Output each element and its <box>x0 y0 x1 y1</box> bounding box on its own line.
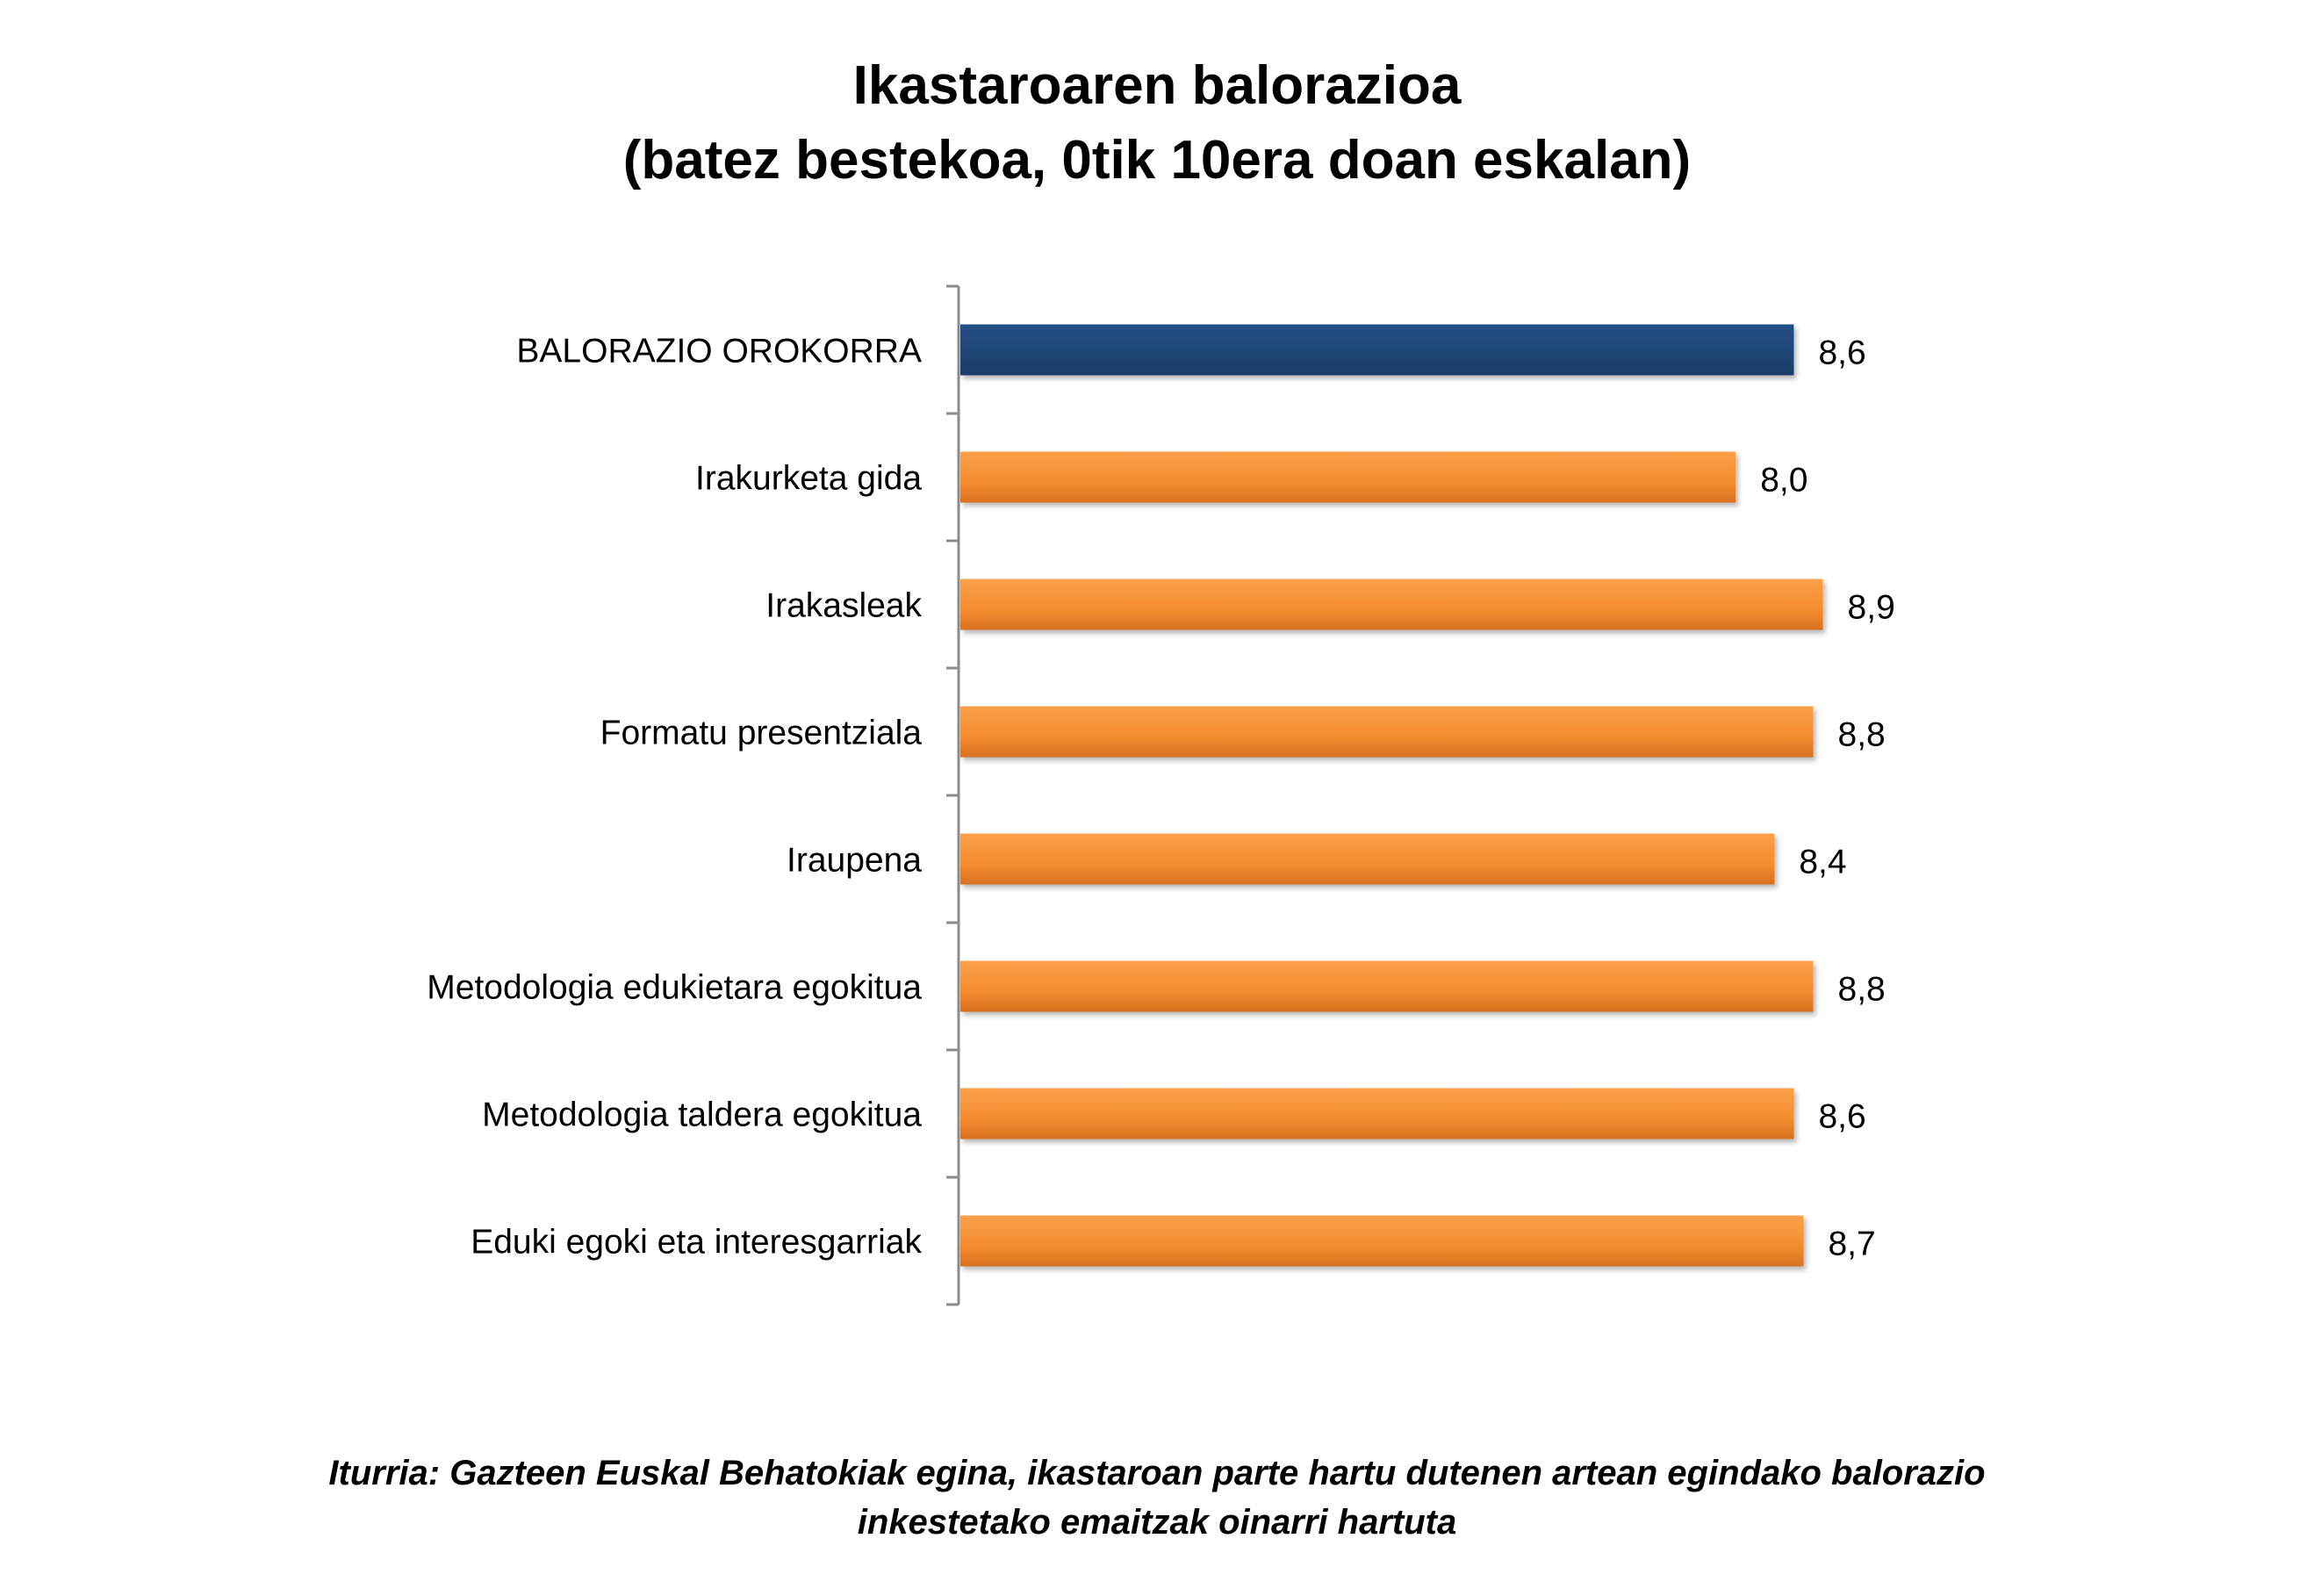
bar <box>960 1215 1804 1267</box>
chart-title: Ikastaroaren balorazioa <box>852 55 1462 116</box>
category-label: Irakurketa gida <box>695 460 922 498</box>
category-label: Metodologia edukietara egokitua <box>427 969 922 1007</box>
source-note: Iturria: Gazteen Euskal Behatokiak egina… <box>0 1449 2314 1547</box>
bar <box>960 833 1775 885</box>
source-line-1: Iturria: Gazteen Euskal Behatokiak egina… <box>328 1454 1986 1492</box>
category-label: BALORAZIO OROKORRA <box>516 333 922 370</box>
value-label: 8,9 <box>1848 589 1895 627</box>
value-label: 8,4 <box>1799 844 1846 881</box>
category-label: Metodologia taldera egokitua <box>482 1096 922 1134</box>
y-axis-group <box>946 284 960 1306</box>
value-label: 8,8 <box>1838 716 1886 754</box>
chart-subtitle: (batez bestekoa, 0tik 10era doan eskalan… <box>622 130 1692 191</box>
value-label: 8,0 <box>1760 462 1807 500</box>
bar-overall <box>960 324 1794 376</box>
value-label: 8,6 <box>1818 1098 1865 1136</box>
bar <box>960 960 1814 1012</box>
source-line-2: inkestetako emaitzak oinarri hartuta <box>857 1503 1457 1542</box>
labels-group: BALORAZIO OROKORRA 8,6 Irakurketa gida 8,0 I… <box>427 333 1895 1263</box>
bars-group <box>960 324 1823 1267</box>
category-label: Iraupena <box>787 842 922 880</box>
bar <box>960 1088 1794 1139</box>
chart-title-block: Ikastaroaren balorazioa (batez bestekoa,… <box>0 48 2314 198</box>
bar <box>960 579 1823 630</box>
bar <box>960 451 1736 503</box>
value-label: 8,6 <box>1818 334 1865 372</box>
category-label: Eduki egoki eta interesgarriak <box>471 1224 922 1262</box>
category-label: Irakasleak <box>765 587 922 625</box>
value-label: 8,7 <box>1828 1226 1875 1263</box>
category-label: Formatu presentziala <box>600 715 923 752</box>
bar-chart: BALORAZIO OROKORRA 8,6 Irakurketa gida 8,0 I… <box>427 284 1895 1306</box>
value-label: 8,8 <box>1838 971 1886 1009</box>
bar <box>960 706 1814 758</box>
